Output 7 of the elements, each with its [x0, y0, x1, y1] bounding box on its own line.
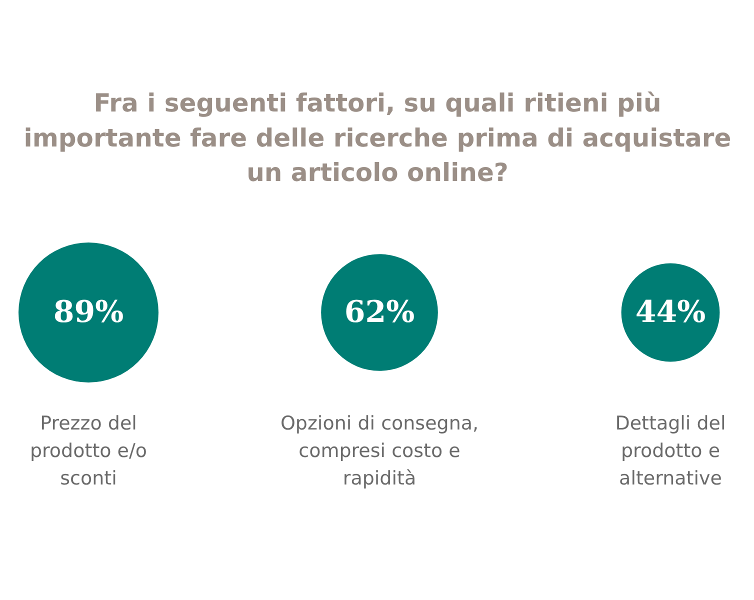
text: Fra i seguenti fattori, su quali ritieni più importante fare delle ricerche prima di acquistare un articolo online?	[24, 88, 732, 188]
data-label: 89%	[53, 295, 124, 330]
data-label: 44%	[635, 295, 706, 330]
category-label: Prezzo del prodotto e/o sconti	[30, 412, 148, 490]
category-label: Opzioni di consegna, compresi costo e rapidità	[280, 412, 479, 490]
data-label: 62%	[344, 295, 415, 330]
category-label: Dettagli del prodotto e alternative	[615, 412, 726, 490]
